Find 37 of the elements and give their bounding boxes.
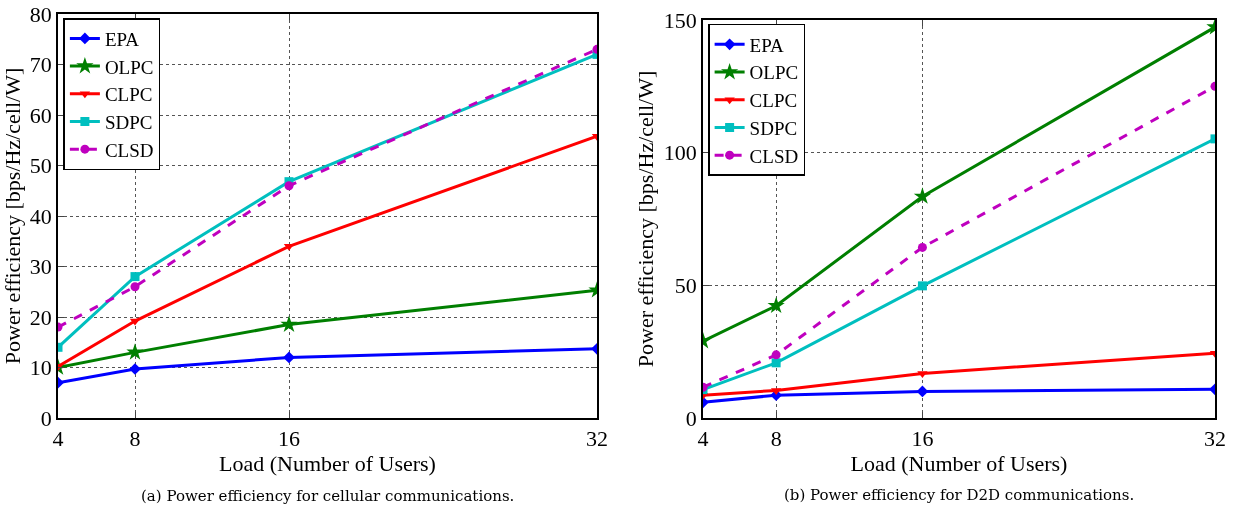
legend-label: CLSD xyxy=(104,139,154,161)
legend-label: SDPC xyxy=(749,117,798,139)
x-tick-label: 8 xyxy=(129,426,141,452)
y-tick-label: 100 xyxy=(663,140,697,166)
x-tick-label: 4 xyxy=(52,426,64,452)
y-axis-title: Power efficiency [bps/Hz/cell/W] xyxy=(0,67,25,365)
x-axis-title: Load (Number of Users) xyxy=(850,451,1068,477)
legend-label: OLPC xyxy=(104,56,154,78)
x-tick-label: 32 xyxy=(1204,426,1226,452)
y-tick-label: 150 xyxy=(663,7,697,33)
y-tick-label: 0 xyxy=(685,405,697,431)
y-tick-label: 70 xyxy=(29,52,52,78)
legend-label: CLPC xyxy=(749,90,798,112)
legend-label: EPA xyxy=(104,28,140,50)
y-tick-label: 0 xyxy=(40,405,52,431)
y-tick-label: 50 xyxy=(674,273,697,299)
legend-label: SDPC xyxy=(104,111,153,133)
x-tick-label: 16 xyxy=(911,426,934,452)
y-tick-label: 80 xyxy=(29,1,52,27)
x-tick-label: 4 xyxy=(697,426,709,452)
y-axis-title: Power efficiency [bps/Hz/cell/W] xyxy=(633,70,659,368)
legend-label: CLPC xyxy=(104,84,153,106)
y-tick-label: 30 xyxy=(29,254,52,280)
legend-label: CLSD xyxy=(749,145,799,167)
x-tick-label: 16 xyxy=(278,426,300,452)
y-tick-label: 20 xyxy=(29,304,52,330)
y-tick-label: 60 xyxy=(29,102,52,128)
x-tick-label: 32 xyxy=(586,426,608,452)
legend-label: OLPC xyxy=(749,62,799,84)
legend-label: EPA xyxy=(749,34,785,56)
x-axis-title: Load (Number of Users) xyxy=(219,451,436,477)
y-tick-label: 40 xyxy=(29,203,52,229)
y-tick-label: 10 xyxy=(29,355,52,381)
y-tick-label: 50 xyxy=(29,153,52,179)
text: (b) Power efficiency for D2D communications. xyxy=(784,486,1135,504)
x-tick-label: 8 xyxy=(770,426,782,452)
text: (a) Power efficiency for cellular communications. xyxy=(141,487,515,505)
